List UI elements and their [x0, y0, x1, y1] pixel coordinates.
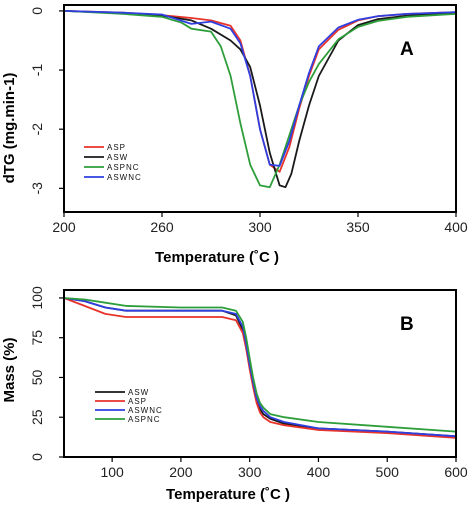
- panel-b-x-tick-label: 500: [376, 464, 400, 480]
- panel-b-x-tick-label: 200: [169, 464, 193, 480]
- panel-a-y-tick-label: -2: [29, 123, 45, 136]
- panel-a-x-tick-label: 260: [150, 219, 174, 235]
- panel-b-legend-label-asp: ASP: [128, 397, 147, 406]
- panel-a-legend-label-aspnc: ASPNC: [107, 163, 140, 172]
- panel-b-y-tick-label: 75: [29, 330, 45, 346]
- panel-b-legend-label-asw: ASW: [128, 388, 149, 397]
- panel-b-series-aspnc: [63, 297, 457, 433]
- panel-b-series-aswnc: [63, 297, 457, 438]
- panel-a-x-tick-label: 400: [444, 219, 468, 235]
- panel-b-x-tick-label: 300: [238, 464, 262, 480]
- panel-a-y-axis-title: dTG (mg.min-1): [1, 73, 18, 184]
- panel-b-y-axis-title: Mass (%): [1, 337, 18, 402]
- panel-a-y-tick-label: 0: [29, 7, 45, 15]
- panel-b-series-asp: [63, 297, 457, 439]
- panel-b-legend-label-aspnc: ASPNC: [128, 415, 161, 424]
- panel-b-x-tick-label: 100: [100, 464, 124, 480]
- panel-b-label: B: [400, 314, 414, 335]
- panel-a: 200 260 300 350 400 0 -1 -2 -3 A ASPASWASPNCASWN…: [1, 4, 468, 266]
- panel-b-x-tick-label: 400: [307, 464, 331, 480]
- panel-b-x-tick-label: 600: [444, 464, 468, 480]
- panel-a-x-tick-label: 300: [248, 219, 272, 235]
- panel-b-plot-frame: [63, 289, 457, 458]
- panel-a-x-axis-title: Temperature (˚C ): [155, 249, 279, 266]
- panel-b-x-axis-title: Temperature (˚C ): [166, 486, 290, 503]
- panel-a-y-tick-label: -3: [29, 182, 45, 195]
- panel-a-x-tick-label: 200: [52, 219, 76, 235]
- panel-a-legend-label-asw: ASW: [107, 153, 128, 162]
- panel-b-legend-label-aswnc: ASWNC: [128, 406, 163, 415]
- panel-a-legend-label-aswnc: ASWNC: [107, 173, 142, 182]
- panel-a-label: A: [400, 39, 414, 60]
- panel-a-y-tick-label: -1: [29, 64, 45, 77]
- panel-b-y-tick-label: 0: [29, 453, 45, 461]
- panel-a-series-aspnc: [63, 10, 457, 189]
- panel-b-series-asw: [63, 297, 457, 438]
- panel-b-y-tick-label: 50: [29, 369, 45, 385]
- panel-a-series-aswnc: [63, 10, 457, 167]
- panel-a-x-tick-label: 350: [346, 219, 370, 235]
- panel-b-y-tick-label: 25: [29, 409, 45, 425]
- panel-a-legend-label-asp: ASP: [107, 143, 126, 152]
- panel-b: 100 200 300 400 500 600 0 25 50 75 100 B ASWASPASW…: [1, 286, 468, 503]
- panel-b-y-tick-label: 100: [29, 286, 45, 310]
